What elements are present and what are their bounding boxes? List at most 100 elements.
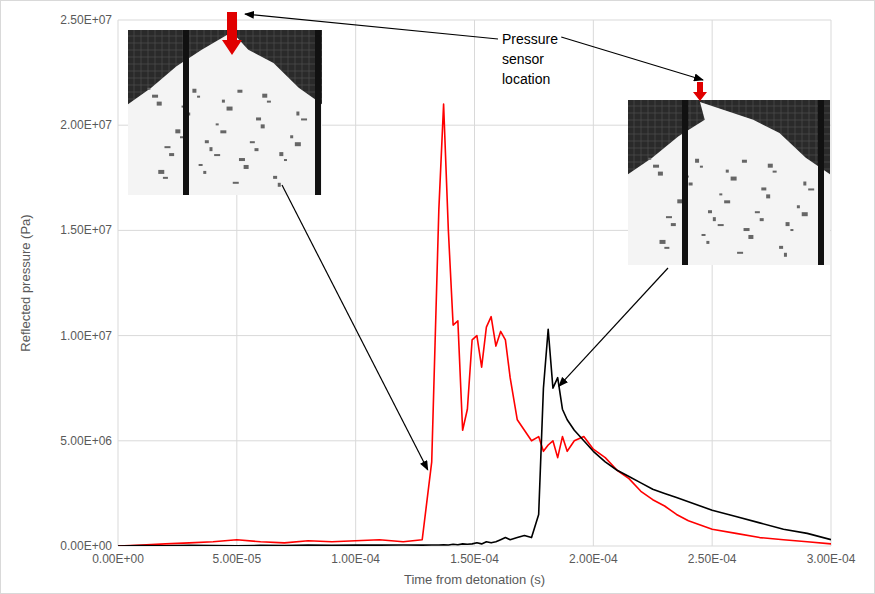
photo-speck [164, 146, 170, 148]
photo-speck [233, 182, 239, 184]
series-group [118, 104, 831, 546]
photo-speck [803, 182, 806, 186]
y-tick-label: 2.50E+07 [60, 13, 112, 27]
x-grid-line [593, 20, 594, 546]
photo-speck [216, 123, 219, 125]
y-tick-label: 5.00E+06 [60, 434, 112, 448]
photo-speck [250, 141, 255, 143]
photo-background [628, 100, 830, 265]
x-tick-label: 1.50E-04 [450, 552, 499, 566]
annotation: Pressure sensor location [502, 31, 558, 87]
photo-cloud [628, 102, 830, 265]
photo-speck [163, 177, 168, 179]
photo-speck [773, 171, 777, 173]
photo-speck [256, 117, 261, 120]
photo-speck [737, 252, 743, 254]
photo-bar [315, 30, 321, 195]
photo-speck [254, 148, 258, 151]
photo-mesh [628, 106, 830, 107]
photo-speck [175, 129, 180, 133]
photo-speck [653, 165, 659, 168]
photo-speck [152, 95, 158, 98]
x-tick-label: 1.00E-04 [331, 552, 380, 566]
photo-speck [290, 135, 293, 138]
photo-speck [742, 160, 747, 163]
photo-speck [666, 216, 672, 218]
sensor-arrow [222, 12, 242, 55]
annotation-arrow [559, 268, 668, 386]
photo-speck [284, 159, 287, 161]
y-tick-label: 2.00E+07 [60, 118, 112, 132]
x-tick-label: 5.00E-05 [212, 552, 261, 566]
annotation-line: Pressure [502, 31, 558, 47]
photo-speck [209, 147, 212, 151]
sensor-arrow [693, 82, 707, 101]
photo-speck [760, 218, 764, 221]
tick-labels: 0.00E+005.00E+061.00E+071.50E+072.00E+07… [60, 13, 855, 566]
series-line [118, 329, 831, 546]
photo-speck [295, 142, 301, 146]
photo-cloud [128, 32, 322, 195]
y-tick-label: 0.00E+00 [60, 539, 112, 553]
x-grid-line [118, 20, 119, 546]
photo-speck [199, 164, 203, 166]
photo-speck [700, 166, 703, 168]
photo-speck [731, 177, 737, 181]
photo-speck [214, 154, 220, 156]
photo-speck [779, 246, 783, 249]
photo-bar [818, 100, 824, 265]
photo-speck [261, 124, 265, 128]
photo-speck [648, 158, 651, 160]
photo-speck [790, 229, 793, 231]
photo-speck [677, 199, 682, 203]
x-grid-line [355, 20, 356, 546]
photo-speck [802, 212, 808, 216]
photo-speck [262, 94, 267, 98]
x-tick-label: 3.00E-04 [807, 552, 856, 566]
photo-speck [784, 253, 787, 257]
photo-speck [726, 170, 729, 173]
x-tick-label: 2.50E-04 [688, 552, 737, 566]
photo-speck [267, 101, 271, 103]
photo-speck [766, 194, 770, 198]
photo-bar [183, 30, 189, 195]
photo-speck [664, 247, 669, 249]
photo-speck [301, 118, 307, 120]
photo-speck [713, 217, 716, 221]
photo-speck [708, 210, 712, 213]
inset-photo [628, 100, 830, 265]
y-axis-title: Reflected pressure (Pa) [18, 214, 33, 351]
annotation-line: sensor [502, 51, 544, 67]
x-axis-title: Time from detonation (s) [404, 572, 545, 587]
photo-speck [222, 100, 225, 103]
chart-frame [1, 1, 875, 594]
photo-speck [719, 193, 722, 195]
annotation-arrow [245, 14, 498, 39]
chart: 0.00E+005.00E+061.00E+071.50E+072.00E+07… [0, 0, 875, 594]
grid [118, 20, 831, 546]
photo-speck [192, 89, 196, 93]
photo-speck [718, 224, 724, 226]
photo-speck [660, 240, 666, 244]
photo-speck [797, 205, 800, 208]
annotation-arrow [282, 185, 428, 470]
x-tick-label: 0.00E+00 [92, 552, 144, 566]
photo-speck [695, 159, 699, 163]
photo-speck [689, 183, 693, 186]
x-grid-line [831, 20, 832, 546]
photo-speck [169, 153, 174, 156]
photo-speck [157, 102, 162, 106]
annotation-line: location [502, 71, 550, 87]
photo-speck [227, 107, 233, 111]
y-tick-label: 1.50E+07 [60, 223, 112, 237]
photo-speck [702, 234, 706, 236]
photo-speck [203, 171, 206, 174]
inset-photo [128, 30, 322, 195]
photo-speck [761, 187, 766, 190]
x-tick-label: 2.00E-04 [569, 552, 618, 566]
photo-speck [768, 164, 773, 168]
photo-speck [724, 200, 730, 203]
photo-speck [147, 88, 150, 90]
x-grid-line [712, 20, 713, 546]
photo-speck [748, 235, 753, 239]
